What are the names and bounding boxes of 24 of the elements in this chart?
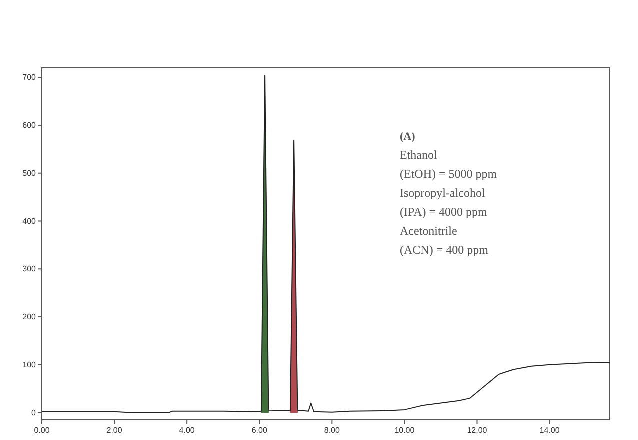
annotation: (A) xyxy=(400,131,416,143)
annotation: (ACN) = 400 ppm xyxy=(400,243,490,257)
annotation: Ethanol xyxy=(400,148,438,162)
x-tick-label: 0.00 xyxy=(34,426,50,435)
x-tick-label: 4.00 xyxy=(179,426,196,435)
annotation: (EtOH) = 5000 ppm xyxy=(400,167,498,181)
x-tick-label: 12.00 xyxy=(467,426,488,435)
annotation: (IPA) = 4000 ppm xyxy=(400,205,488,219)
y-tick-label: 700 xyxy=(22,73,37,82)
y-tick-label: 300 xyxy=(22,264,37,274)
annotation: Acetonitrile xyxy=(400,224,458,238)
y-tick-label: 100 xyxy=(22,360,37,370)
line-series xyxy=(42,75,610,414)
y-tick-label: 600 xyxy=(22,121,37,130)
x-tick-label: 8.00 xyxy=(324,426,340,435)
y-tick-label: 500 xyxy=(22,168,37,178)
x-tick-label: 6.00 xyxy=(252,426,268,435)
annotation: Isopropyl-alcohol xyxy=(400,186,486,200)
x-tick-label: 2.00 xyxy=(106,426,123,435)
x-tick-label: 14.00 xyxy=(540,426,560,435)
y-tick-label: 0 xyxy=(32,408,37,418)
y-tick-label: 200 xyxy=(22,312,37,322)
x-tick-label: 10.00 xyxy=(394,426,416,435)
y-tick-label: 400 xyxy=(22,216,37,226)
